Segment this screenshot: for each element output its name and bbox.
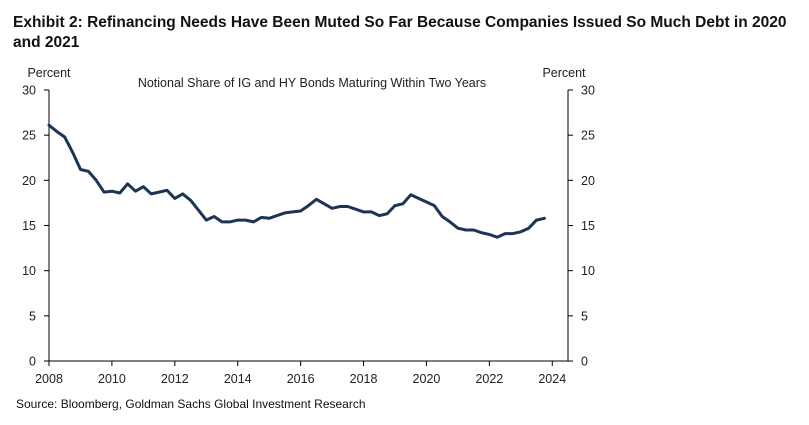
exhibit-title: Exhibit 2: Refinancing Needs Have Been M… [13,14,787,51]
y-ticks: 0 0 5 5 10 10 15 15 20 20 25 25 30 30 [22,84,595,369]
x-tick-label: 2012 [161,372,189,386]
y-tick-label-right: 10 [581,264,595,278]
source-note: Source: Bloomberg, Goldman Sachs Global … [16,397,366,411]
x-tick-label: 2020 [413,372,441,386]
y-tick-label-right: 0 [581,355,588,369]
y-tick-label-right: 25 [581,129,595,143]
y-tick-label-right: 30 [581,84,595,98]
x-tick-label: 2010 [98,372,126,386]
y-tick-label-left: 25 [22,129,36,143]
x-tick-label: 2014 [224,372,252,386]
x-ticks: 2008 2010 2012 2014 2016 2018 2020 2022 2024 [35,361,566,386]
y-tick-label-left: 5 [29,309,36,323]
y-tick-label-left: 20 [22,174,36,188]
x-tick-label: 2008 [35,372,63,386]
x-tick-label: 2016 [287,372,315,386]
x-tick-label: 2022 [475,372,503,386]
chart-title: Notional Share of IG and HY Bonds Maturi… [138,76,486,90]
y-tick-label-right: 20 [581,174,595,188]
y-tick-label-right: 15 [581,219,595,233]
y-tick-label-left: 0 [29,355,36,369]
x-tick-label: 2024 [538,372,566,386]
left-axis-label: Percent [27,66,71,80]
y-tick-label-left: 15 [22,219,36,233]
x-tick-label: 2018 [350,372,378,386]
y-tick-label-left: 30 [22,84,36,98]
y-tick-label-left: 10 [22,264,36,278]
y-tick-label-right: 5 [581,309,588,323]
series-line [47,123,546,239]
right-axis-label: Percent [542,66,586,80]
